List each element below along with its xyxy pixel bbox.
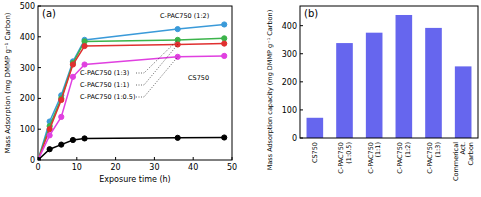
series-line: [38, 138, 224, 160]
x-axis-label: Exposure time (h): [99, 175, 171, 184]
bar: [307, 118, 324, 138]
bar: [425, 28, 442, 138]
leader-line: [136, 57, 178, 97]
y-tick-label: 500: [20, 2, 35, 11]
y-tick: [300, 25, 303, 26]
y-tick-label: 300: [20, 64, 35, 73]
plot-data: [38, 22, 227, 160]
label-line: CS750: [311, 142, 319, 163]
y-axis-label: Mass Adsorption capacity (mg DMMP g⁻¹ Ca…: [266, 10, 274, 171]
series-marker: [175, 27, 180, 32]
y-tick: [300, 109, 303, 110]
series-label: CS750: [188, 74, 209, 82]
x-tick-label: 30: [149, 163, 159, 172]
y-tick-label: 200: [20, 94, 35, 103]
series-marker: [59, 142, 64, 147]
panel-b: 0 100 200 300 400 CS750 C-PAC750(1:0.5) C-PAC75…: [266, 6, 478, 181]
x-tick: [76, 157, 77, 160]
x-tick-label: 50: [227, 163, 237, 172]
x-tick: [232, 157, 233, 160]
series-marker: [222, 22, 227, 27]
x-tick-label: C-PAC750(1:3): [426, 142, 442, 174]
x-tick: [193, 157, 194, 160]
y-tick-label: 400: [20, 33, 35, 42]
x-tick-label: C-PAC750(1:0.5): [337, 142, 353, 174]
y-tick: [38, 36, 41, 37]
panel-label: (a): [42, 8, 56, 19]
x-tick-label: C-PAC750(1:1): [367, 142, 383, 174]
panel-label: (b): [304, 8, 318, 19]
plot-frame: [38, 6, 232, 160]
label-line: (1:1): [374, 142, 382, 158]
y-tick: [38, 98, 41, 99]
x-tick: [115, 157, 116, 160]
y-tick: [300, 138, 303, 139]
series-label: C-PAC750 (1:1): [80, 81, 129, 89]
y-tick-label: 100: [20, 125, 35, 134]
label-line: (1:0.5): [345, 142, 353, 164]
y-tick: [38, 129, 41, 130]
series-marker: [70, 62, 75, 67]
y-tick: [300, 53, 303, 54]
series-marker: [38, 157, 41, 160]
series-marker: [175, 135, 180, 140]
panel-a: 0 100 200 300 400 500 0 10 20 30 40 50 Exposure time…: [4, 2, 237, 184]
series-marker: [47, 127, 52, 132]
bar: [336, 43, 353, 138]
series-marker: [70, 137, 75, 142]
bar: [455, 66, 472, 138]
x-tick: [154, 157, 155, 160]
y-tick-label: 100: [282, 106, 297, 115]
series-marker: [222, 36, 227, 41]
bar: [396, 15, 413, 138]
series-line: [38, 56, 224, 160]
label-line: (1:3): [434, 142, 442, 158]
x-tick-label: 0: [35, 163, 40, 172]
y-tick-label: 0: [30, 156, 35, 165]
series-marker: [222, 41, 227, 46]
series-marker: [82, 62, 87, 67]
y-axis-label: Mass Adsorption (mg DMMP g⁻¹ Carbon): [4, 12, 12, 153]
series-marker: [59, 114, 64, 119]
series-line: [38, 44, 224, 160]
series-marker: [47, 147, 52, 152]
series-label: C-PAC750 (1:2): [160, 12, 209, 20]
series-marker: [70, 74, 75, 79]
y-tick: [300, 81, 303, 82]
plot-data: [307, 15, 472, 138]
series-marker: [222, 135, 227, 140]
x-tick-label: CS750: [311, 142, 319, 163]
x-tick-label: 20: [111, 163, 121, 172]
bar: [366, 33, 383, 138]
y-tick-label: 0: [292, 134, 297, 143]
y-tick-label: 400: [282, 22, 297, 31]
x-tick-label: CommericalAct.Carbon: [452, 142, 475, 181]
figure: 0 100 200 300 400 500 0 10 20 30 40 50 Exposure time…: [0, 0, 481, 197]
y-tick-label: 200: [282, 78, 297, 87]
series-line: [38, 24, 224, 160]
label-line: Carbon: [467, 142, 475, 165]
plot-frame: [300, 6, 478, 138]
series-line: [38, 38, 224, 160]
y-tick-label: 300: [282, 50, 297, 59]
series-marker: [82, 136, 87, 141]
x-tick-label: C-PAC750(1:2): [396, 142, 412, 174]
y-tick: [38, 6, 41, 7]
leader-line: [136, 40, 178, 73]
leader-line: [136, 45, 178, 86]
series-label: C-PAC750 (1:3): [80, 69, 129, 77]
series-marker: [222, 53, 227, 58]
label-line: (1:2): [404, 142, 412, 158]
x-tick-label: 40: [188, 163, 198, 172]
x-tick-label: 10: [72, 163, 82, 172]
series-marker: [59, 97, 64, 102]
series-marker: [47, 133, 52, 138]
y-tick: [38, 67, 41, 68]
series-label: C-PAC750 (1:0.5): [80, 93, 135, 101]
series-marker: [82, 43, 87, 48]
